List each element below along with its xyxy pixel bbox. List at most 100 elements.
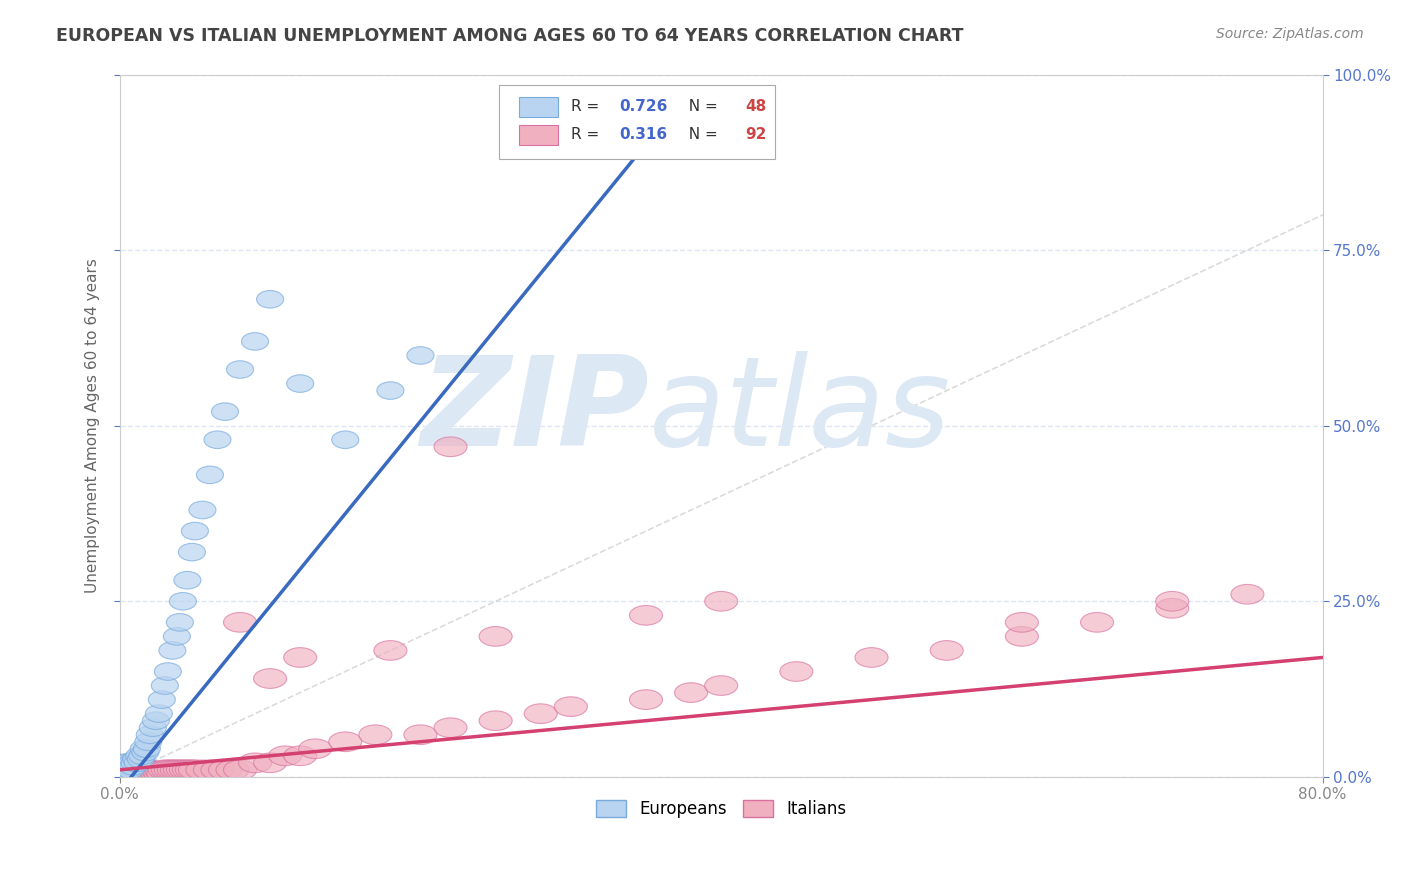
FancyBboxPatch shape	[499, 85, 775, 159]
Ellipse shape	[179, 760, 211, 780]
Ellipse shape	[359, 725, 392, 745]
Ellipse shape	[179, 543, 205, 561]
Ellipse shape	[630, 690, 662, 709]
Ellipse shape	[704, 591, 738, 611]
Ellipse shape	[155, 760, 187, 780]
Ellipse shape	[114, 762, 146, 781]
Y-axis label: Unemployment Among Ages 60 to 64 years: Unemployment Among Ages 60 to 64 years	[86, 259, 100, 593]
Ellipse shape	[152, 760, 184, 780]
Ellipse shape	[108, 764, 141, 783]
Ellipse shape	[931, 640, 963, 660]
Ellipse shape	[111, 764, 143, 783]
Ellipse shape	[132, 744, 159, 761]
Ellipse shape	[1081, 613, 1114, 632]
Ellipse shape	[404, 725, 437, 745]
Text: 92: 92	[745, 128, 766, 143]
Ellipse shape	[406, 347, 434, 364]
Ellipse shape	[131, 740, 157, 757]
Ellipse shape	[110, 764, 142, 783]
Ellipse shape	[253, 753, 287, 772]
Ellipse shape	[146, 764, 180, 783]
Ellipse shape	[121, 764, 155, 783]
Ellipse shape	[142, 712, 169, 730]
Text: ZIP: ZIP	[420, 351, 650, 472]
Ellipse shape	[117, 764, 150, 783]
Ellipse shape	[138, 764, 172, 783]
Ellipse shape	[256, 291, 284, 308]
Ellipse shape	[704, 676, 738, 696]
Ellipse shape	[479, 626, 512, 646]
Ellipse shape	[114, 764, 146, 783]
Ellipse shape	[135, 733, 162, 750]
Ellipse shape	[104, 764, 136, 783]
Ellipse shape	[253, 669, 287, 689]
Ellipse shape	[287, 375, 314, 392]
Ellipse shape	[157, 760, 190, 780]
Ellipse shape	[239, 753, 271, 772]
Ellipse shape	[110, 754, 136, 772]
Ellipse shape	[524, 704, 557, 723]
Ellipse shape	[163, 628, 190, 645]
Ellipse shape	[160, 760, 194, 780]
Ellipse shape	[148, 690, 176, 708]
Ellipse shape	[298, 739, 332, 758]
Ellipse shape	[434, 437, 467, 457]
Ellipse shape	[194, 760, 226, 780]
Ellipse shape	[166, 760, 200, 780]
Ellipse shape	[174, 572, 201, 589]
Ellipse shape	[217, 760, 249, 780]
Text: 0.726: 0.726	[619, 99, 668, 114]
Ellipse shape	[112, 761, 139, 779]
Ellipse shape	[117, 761, 143, 779]
Ellipse shape	[224, 613, 256, 632]
Ellipse shape	[104, 764, 138, 783]
Ellipse shape	[120, 757, 146, 775]
Ellipse shape	[554, 697, 588, 716]
Ellipse shape	[115, 757, 142, 775]
Ellipse shape	[111, 761, 138, 779]
Ellipse shape	[112, 764, 145, 783]
Ellipse shape	[201, 760, 233, 780]
Ellipse shape	[479, 711, 512, 731]
Ellipse shape	[117, 762, 150, 781]
Legend: Europeans, Italians: Europeans, Italians	[589, 793, 853, 825]
Ellipse shape	[377, 382, 404, 400]
Text: N =: N =	[679, 128, 723, 143]
Ellipse shape	[131, 762, 163, 781]
Ellipse shape	[124, 754, 152, 772]
Ellipse shape	[1156, 599, 1188, 618]
Ellipse shape	[108, 764, 141, 783]
Ellipse shape	[111, 762, 143, 781]
Ellipse shape	[107, 764, 139, 783]
Ellipse shape	[129, 747, 156, 764]
Ellipse shape	[120, 762, 153, 781]
Ellipse shape	[111, 757, 138, 775]
Ellipse shape	[110, 761, 136, 779]
Ellipse shape	[143, 764, 177, 783]
Text: 48: 48	[745, 99, 766, 114]
Ellipse shape	[780, 662, 813, 681]
Ellipse shape	[329, 732, 361, 752]
Ellipse shape	[139, 719, 166, 737]
Ellipse shape	[114, 761, 141, 779]
Text: N =: N =	[679, 99, 723, 114]
Ellipse shape	[107, 762, 139, 781]
Ellipse shape	[155, 663, 181, 681]
Ellipse shape	[122, 762, 156, 781]
Ellipse shape	[269, 746, 302, 765]
Ellipse shape	[159, 641, 186, 659]
Ellipse shape	[118, 754, 145, 772]
Ellipse shape	[374, 640, 406, 660]
Ellipse shape	[166, 614, 194, 632]
Ellipse shape	[115, 764, 148, 783]
Ellipse shape	[115, 764, 148, 783]
Ellipse shape	[120, 764, 153, 783]
Ellipse shape	[173, 760, 205, 780]
Ellipse shape	[148, 760, 181, 780]
Text: R =: R =	[571, 99, 605, 114]
Ellipse shape	[152, 677, 179, 694]
Ellipse shape	[132, 764, 165, 783]
Ellipse shape	[1005, 613, 1039, 632]
Ellipse shape	[114, 754, 141, 772]
Ellipse shape	[145, 705, 173, 723]
